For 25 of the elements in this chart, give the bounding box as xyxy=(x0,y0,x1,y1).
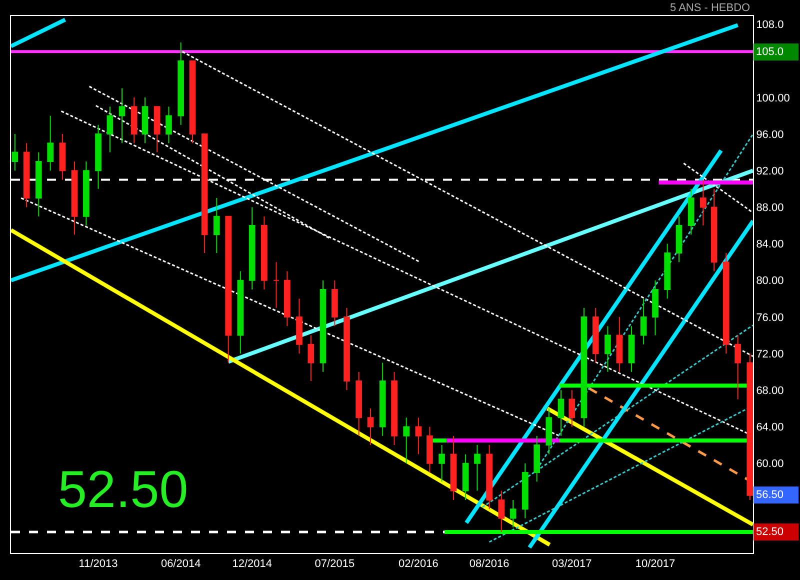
y-tick-label: 84.00 xyxy=(756,238,784,251)
x-tick-label: 03/2017 xyxy=(552,558,592,570)
x-tick-label: 08/2016 xyxy=(469,558,510,570)
y-tick-label: 64.00 xyxy=(756,422,784,434)
x-tick-label: 12/2014 xyxy=(232,558,272,570)
y-tick-label: 76.00 xyxy=(756,312,784,324)
y-tick-label: 92.00 xyxy=(756,165,784,178)
y-tick-label: 88.00 xyxy=(756,202,784,214)
y-tick-label: 60.00 xyxy=(756,458,784,470)
y-tick-label: 100.00 xyxy=(756,92,790,104)
chart-subtitle: 5 ANS - HEBDO xyxy=(670,2,751,14)
x-tick-label: 10/2017 xyxy=(635,558,676,570)
x-tick-label: 11/2013 xyxy=(78,558,118,570)
x-tick-label: 06/2014 xyxy=(160,558,201,570)
text: 52.50 xyxy=(756,526,784,538)
text: 105.0 xyxy=(756,46,784,58)
y-tick-label: 96.00 xyxy=(756,128,784,141)
x-tick-label: 02/2016 xyxy=(398,558,438,570)
y-tick-label: 108.0 xyxy=(756,19,784,32)
y-tick-label: 80.00 xyxy=(756,275,784,288)
x-tick-label: 07/2015 xyxy=(314,558,355,570)
y-tick-label: 68.00 xyxy=(756,385,784,398)
text: 56.50 xyxy=(756,489,784,501)
y-tick-label: 72.00 xyxy=(756,348,784,360)
annotation: 52.50 xyxy=(58,461,188,519)
